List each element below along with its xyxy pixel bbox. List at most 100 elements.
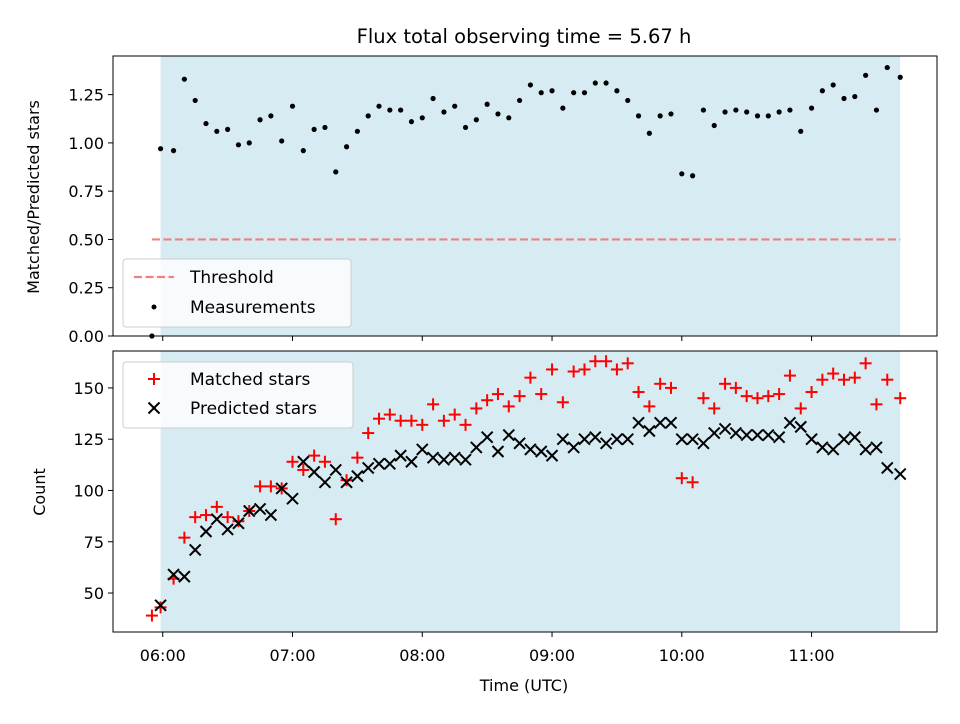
measurement-point <box>614 88 620 94</box>
measurement-point <box>549 88 555 94</box>
matched-stars-point <box>286 455 299 468</box>
measurement-point <box>873 107 880 113</box>
predicted-stars-point <box>340 476 353 489</box>
measurement-point <box>376 103 382 109</box>
measurement-point <box>787 107 793 113</box>
predicted-stars-point <box>870 441 883 454</box>
matched-stars-point <box>470 402 483 415</box>
predicted-stars-point <box>664 416 678 429</box>
count-y-tick-label: 125 <box>73 430 104 449</box>
matched-stars-point <box>254 480 267 493</box>
matched-stars-point <box>600 355 613 368</box>
matched-stars-point <box>340 474 353 487</box>
matched-stars-point <box>308 449 321 462</box>
predicted-stars-point <box>167 568 180 581</box>
count-panel: 50 75 100 125 150 06:00 07:00 08:00 09:00 10:00 1… <box>30 350 938 695</box>
matched-stars-point <box>546 363 559 376</box>
matched-stars-point <box>383 408 396 421</box>
predicted-stars-point <box>405 455 418 468</box>
measurement-point <box>798 128 804 134</box>
predicted-stars-point <box>178 570 191 583</box>
matched-stars-point <box>664 381 677 394</box>
matched-stars-point <box>729 381 742 394</box>
predicted-stars-point <box>297 455 310 468</box>
measurement-point <box>722 109 728 115</box>
predicted-stars-point <box>653 416 667 429</box>
measurement-point <box>181 76 187 82</box>
matched-stars-point <box>589 355 602 368</box>
predicted-stars-point <box>437 453 451 466</box>
ratio-y-tick-label: 0.25 <box>68 279 104 298</box>
matched-stars-point <box>794 402 807 415</box>
measurement-point <box>506 115 512 121</box>
matched-stars-point <box>762 390 775 403</box>
predicted-stars-point <box>708 426 721 440</box>
predicted-stars-point <box>848 430 862 444</box>
predicted-stars-point <box>837 432 851 446</box>
matched-stars-legend-marker <box>148 373 160 385</box>
predicted-stars-point <box>740 428 753 442</box>
measurement-point <box>625 97 631 104</box>
predicted-stars-point <box>783 416 797 429</box>
measurement-point <box>311 126 317 132</box>
predicted-stars-point <box>894 467 907 481</box>
predicted-stars-point <box>329 463 342 477</box>
matched-stars-point <box>567 365 580 378</box>
matched-stars-point <box>816 373 829 386</box>
x-tick-label: 11:00 <box>789 646 835 665</box>
measurement-point <box>744 109 750 115</box>
measurement-point <box>462 124 469 131</box>
chart-title: Flux total observing time = 5.67 h <box>357 25 692 48</box>
count-y-tick-label: 150 <box>73 379 104 398</box>
predicted-stars-point <box>210 512 224 526</box>
predicted-stars-point <box>232 517 245 530</box>
ratio-y-tick-label: 0.50 <box>68 230 104 249</box>
measurement-point <box>897 74 903 80</box>
measurement-point <box>863 72 869 78</box>
matched-stars-point <box>621 357 634 370</box>
x-tick-label: 07:00 <box>269 646 315 665</box>
matched-stars-legend-label: Matched stars <box>190 370 310 390</box>
matched-stars-point <box>535 388 548 401</box>
matched-stars-point <box>675 472 688 485</box>
matched-stars-point <box>654 377 667 390</box>
measurement-point <box>646 130 652 136</box>
measurement-point <box>268 113 274 119</box>
ratio-y-axis-label: Matched/Predicted stars <box>24 100 43 294</box>
measurement-point <box>571 90 577 96</box>
predicted-stars-point <box>794 420 807 434</box>
predicted-stars-point <box>816 441 829 454</box>
predicted-stars-point <box>480 430 494 444</box>
predicted-stars-point <box>264 508 278 522</box>
matched-stars-point <box>708 402 721 415</box>
measurement-point <box>754 113 761 119</box>
measurement-point <box>527 82 534 88</box>
predicted-stars-point <box>556 432 570 446</box>
predicted-stars-point <box>318 476 332 489</box>
matched-stars-point <box>881 373 894 386</box>
measurement-point <box>765 113 771 119</box>
measurement-point <box>592 80 598 86</box>
predicted-stars-point <box>524 443 537 456</box>
predicted-stars-point <box>718 422 732 436</box>
measurement-point <box>441 109 447 115</box>
predicted-stars-point <box>632 416 645 429</box>
measurements-legend-label: Measurements <box>190 298 316 318</box>
matched-stars-point <box>848 371 861 384</box>
matched-stars-point <box>686 476 699 489</box>
matched-stars-point <box>481 394 494 407</box>
matched-stars-point <box>773 388 786 401</box>
matched-stars-point <box>894 392 907 405</box>
measurement-point <box>279 138 285 144</box>
matched-stars-point <box>751 392 764 405</box>
predicted-stars-legend-label: Predicted stars <box>190 399 317 419</box>
measurement-point <box>581 90 588 96</box>
measurement-point <box>700 107 707 113</box>
measurement-point <box>289 103 296 109</box>
ratio-y-ticks: 0.00 0.25 0.50 0.75 1.00 1.25 <box>68 86 113 346</box>
measurement-point <box>452 103 458 109</box>
predicted-stars-point <box>351 469 364 483</box>
measurement-point <box>170 148 177 154</box>
x-tick-label: 08:00 <box>399 646 445 665</box>
matched-stars-legend-swatch <box>148 373 160 385</box>
